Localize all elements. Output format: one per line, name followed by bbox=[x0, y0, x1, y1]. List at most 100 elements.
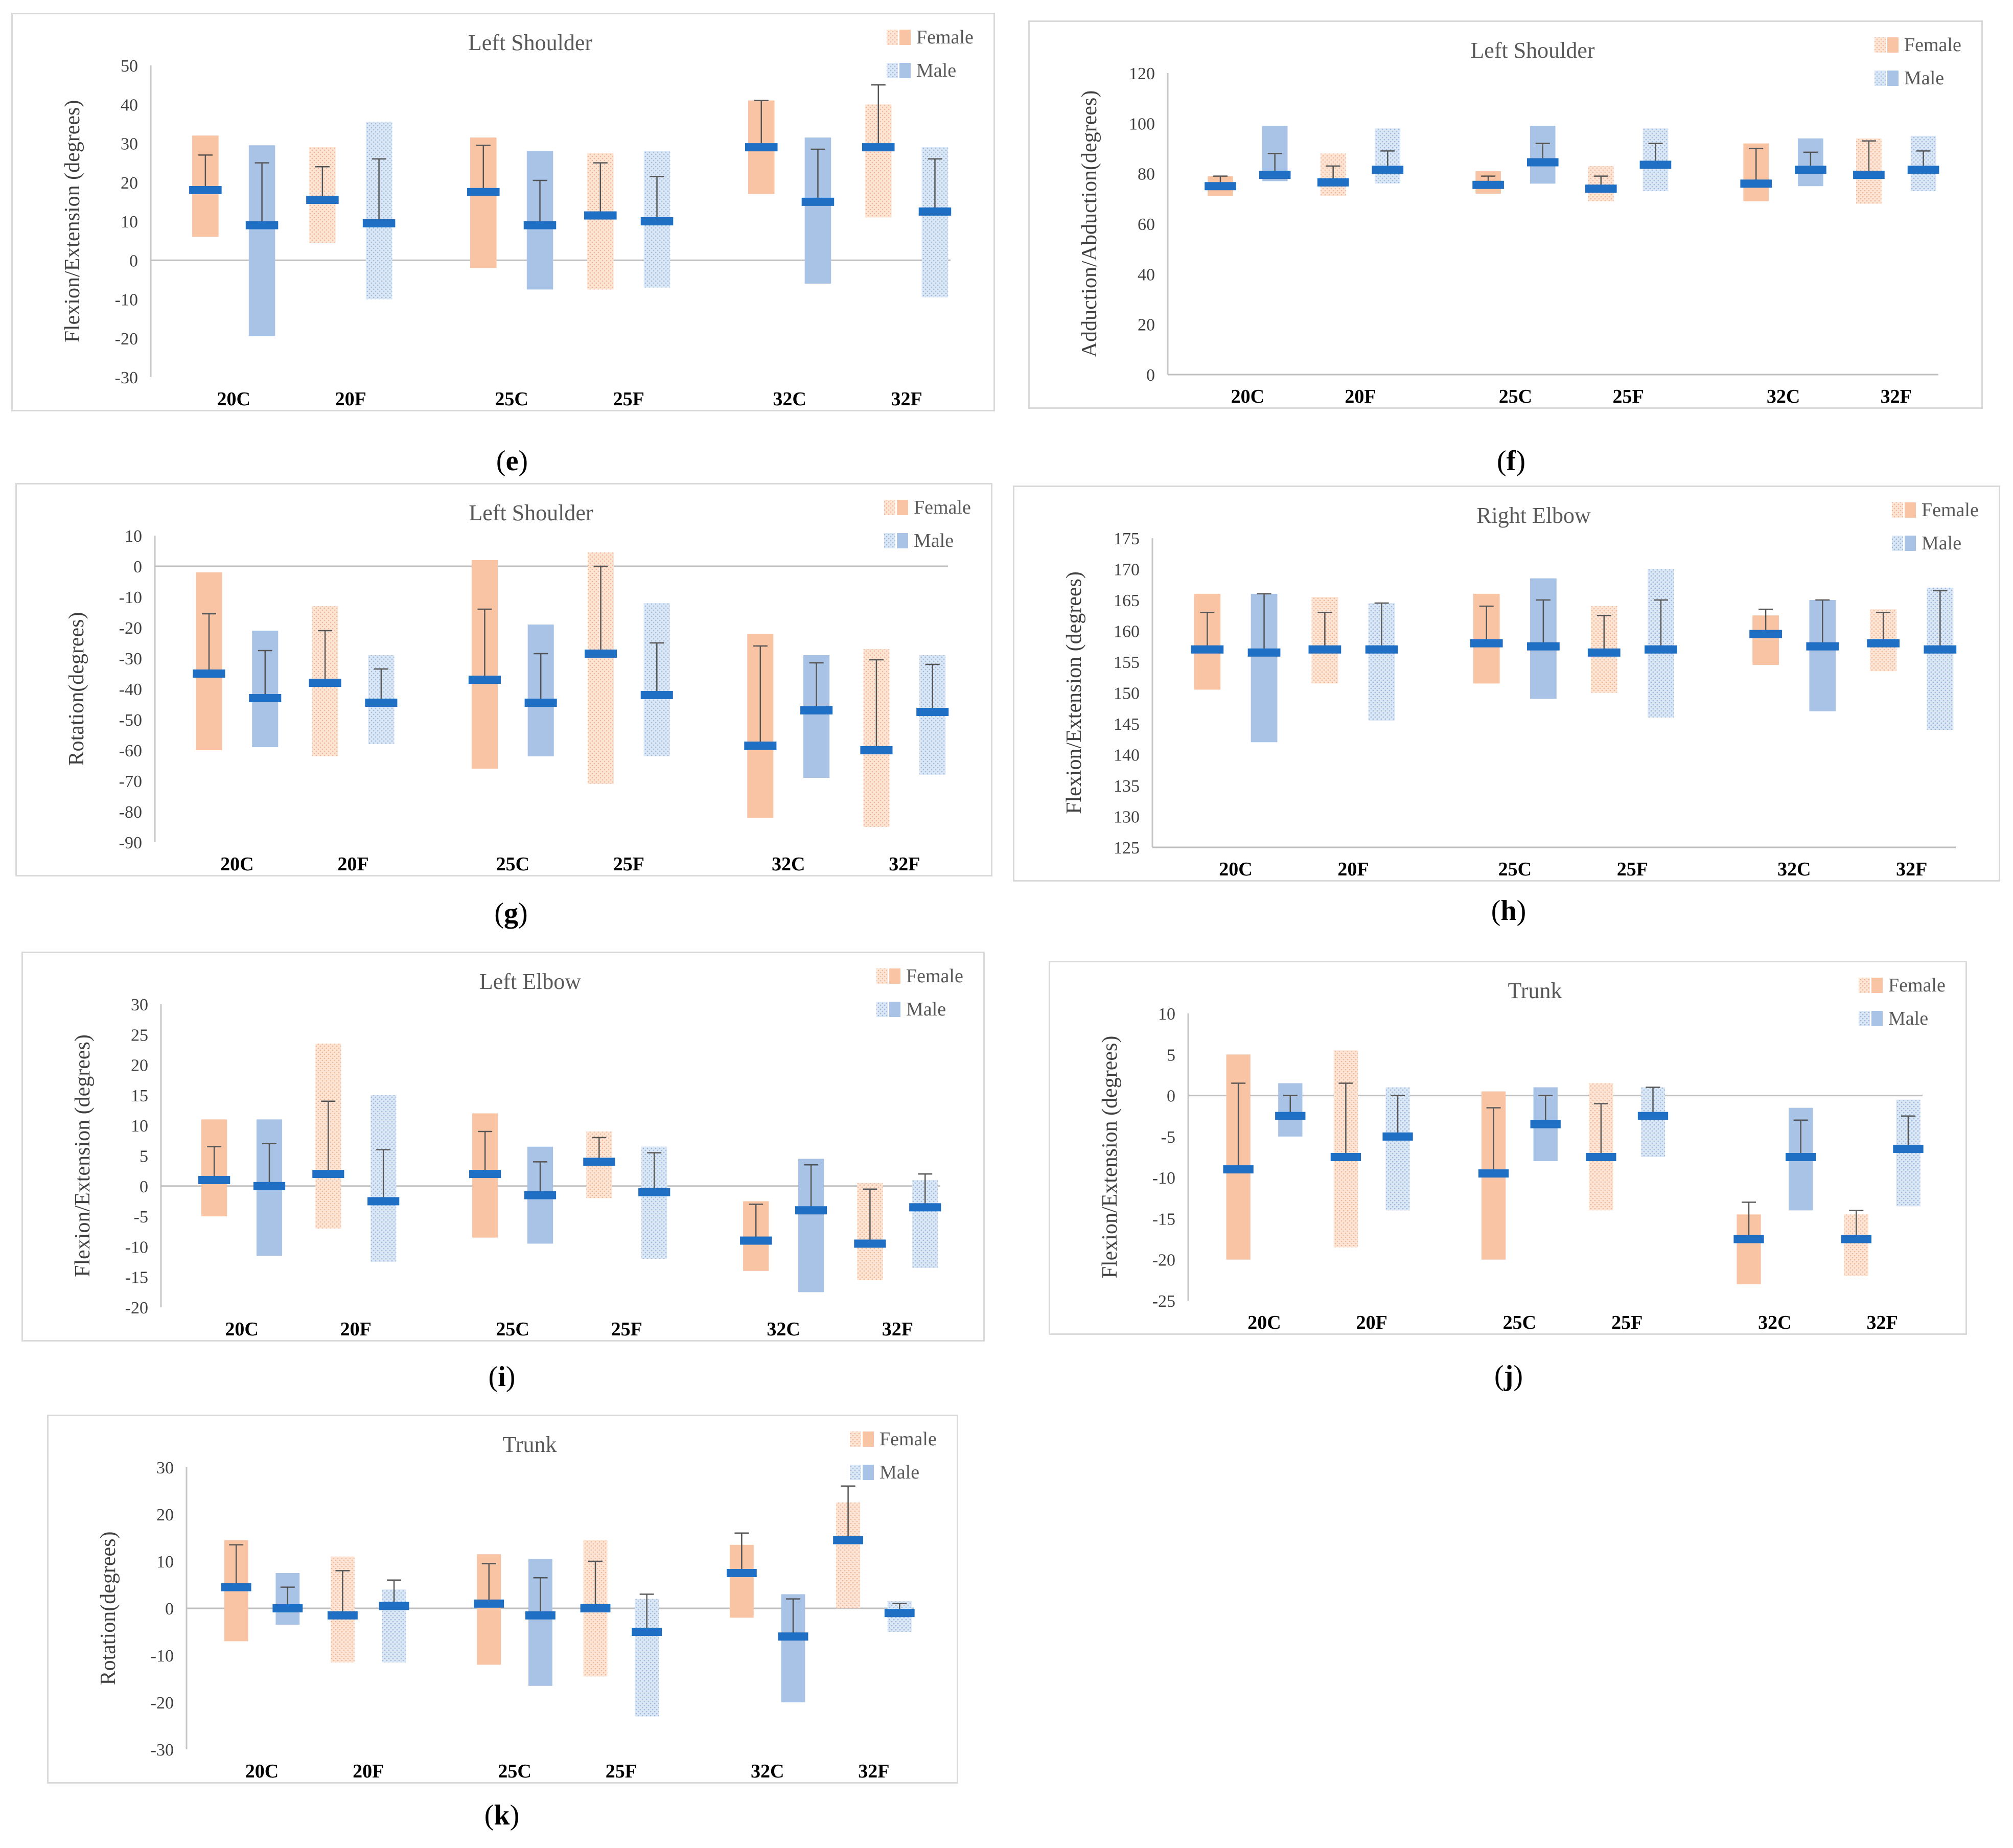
mean-marker bbox=[833, 1536, 864, 1544]
legend-swatch-female bbox=[889, 968, 900, 984]
mean-marker bbox=[1530, 1120, 1561, 1128]
mean-marker bbox=[468, 676, 501, 684]
chart-svg: Left Shoulder Adduction/Abduction(degrees… bbox=[1078, 34, 1961, 407]
legend-swatch-male bbox=[1887, 71, 1899, 86]
panel-label-j: (j) bbox=[1494, 1360, 1523, 1392]
y-tick-label: 140 bbox=[1114, 746, 1140, 765]
y-tick-label: 0 bbox=[1146, 366, 1155, 385]
legend-swatch-female bbox=[1887, 37, 1899, 53]
mean-marker bbox=[367, 1197, 400, 1206]
y-tick-label: -20 bbox=[151, 1694, 174, 1713]
x-tick-label: 20F bbox=[1356, 1312, 1387, 1333]
legend-label-male: Male bbox=[1888, 1008, 1928, 1029]
mean-marker bbox=[469, 1170, 501, 1179]
mean-marker bbox=[253, 1182, 286, 1190]
x-tick-label: 32F bbox=[889, 853, 920, 875]
mean-marker bbox=[1527, 642, 1560, 651]
y-tick-label: 10 bbox=[121, 213, 138, 232]
x-tick-label: 32C bbox=[1758, 1312, 1791, 1333]
legend-swatch-female bbox=[899, 30, 911, 45]
y-tick-label: 30 bbox=[121, 135, 138, 154]
x-tick-label: 20C bbox=[1219, 859, 1252, 880]
mean-marker bbox=[640, 217, 674, 225]
y-tick-label: 10 bbox=[1158, 1005, 1175, 1024]
y-tick-label: 150 bbox=[1114, 684, 1140, 703]
y-tick-label: 10 bbox=[156, 1553, 174, 1572]
mean-marker bbox=[640, 691, 673, 699]
y-tick-label: 160 bbox=[1114, 622, 1140, 641]
y-tick-label: -20 bbox=[115, 330, 138, 349]
x-tick-label: 20F bbox=[340, 1319, 372, 1340]
panel-label-k: (k) bbox=[484, 1799, 520, 1831]
legend-swatch-female bbox=[1871, 978, 1883, 993]
y-tick-label: -80 bbox=[119, 803, 142, 822]
mean-marker bbox=[1317, 178, 1349, 187]
y-tick-label: 30 bbox=[156, 1459, 174, 1477]
x-tick-label: 32C bbox=[751, 1761, 784, 1782]
x-tick-label: 20F bbox=[353, 1761, 384, 1782]
y-tick-label: -40 bbox=[119, 680, 142, 699]
mean-marker bbox=[312, 1170, 344, 1179]
y-tick-label: -25 bbox=[1152, 1292, 1175, 1311]
y-tick-label: 0 bbox=[133, 558, 142, 576]
mean-marker bbox=[525, 1611, 556, 1620]
chart-title: Left Elbow bbox=[479, 969, 581, 994]
mean-marker bbox=[365, 699, 398, 707]
mean-marker bbox=[221, 1583, 251, 1591]
mean-marker bbox=[249, 694, 282, 702]
x-tick-label: 25F bbox=[611, 1319, 642, 1340]
y-tick-label: -10 bbox=[119, 588, 142, 607]
y-tick-label: 20 bbox=[1138, 316, 1155, 335]
legend-label-female: Female bbox=[1922, 499, 1979, 521]
x-tick-label: 25C bbox=[495, 388, 528, 410]
mean-marker bbox=[1733, 1235, 1764, 1243]
mean-marker bbox=[744, 742, 777, 750]
mean-marker bbox=[1806, 642, 1839, 651]
y-tick-label: -10 bbox=[115, 291, 138, 310]
y-tick-label: 20 bbox=[156, 1506, 174, 1524]
mean-marker bbox=[1645, 645, 1677, 654]
panel-label-g: (g) bbox=[494, 897, 528, 929]
mean-marker bbox=[272, 1604, 303, 1612]
legend-swatch-male bbox=[1905, 536, 1916, 551]
mean-marker bbox=[1586, 1153, 1616, 1161]
x-tick-label: 25F bbox=[1617, 859, 1648, 880]
y-tick-label: -20 bbox=[119, 619, 142, 638]
y-tick-label: 125 bbox=[1114, 839, 1140, 858]
mean-marker bbox=[580, 1604, 611, 1612]
mean-marker bbox=[638, 1188, 670, 1196]
legend-label-female: Female bbox=[916, 27, 974, 48]
x-tick-label: 32F bbox=[1881, 386, 1912, 407]
legend-label-male: Male bbox=[916, 60, 956, 81]
mean-marker bbox=[1795, 166, 1826, 174]
legend-swatch-light-female bbox=[1892, 502, 1903, 518]
x-tick-label: 32F bbox=[882, 1319, 913, 1340]
y-tick-label: 20 bbox=[121, 174, 138, 193]
legend-swatch-male bbox=[897, 533, 908, 548]
chart-svg: Right Elbow Flexion/Extension (degrees) 12… bbox=[1062, 499, 1979, 880]
y-tick-label: 50 bbox=[121, 57, 138, 76]
y-tick-label: 5 bbox=[140, 1147, 148, 1166]
y-tick-label: -15 bbox=[1152, 1210, 1175, 1229]
mean-marker bbox=[916, 708, 949, 716]
mean-marker bbox=[1478, 1169, 1509, 1178]
legend-label-male: Male bbox=[914, 530, 954, 551]
legend-swatch-light-female bbox=[884, 500, 895, 515]
y-tick-label: -15 bbox=[125, 1268, 148, 1287]
mean-marker bbox=[1526, 158, 1559, 167]
chart-title: Trunk bbox=[503, 1432, 557, 1457]
mean-marker bbox=[1247, 648, 1281, 657]
y-tick-label: -20 bbox=[125, 1299, 148, 1318]
y-tick-label: 100 bbox=[1129, 114, 1155, 133]
mean-marker bbox=[1867, 639, 1900, 648]
mean-marker bbox=[801, 197, 835, 206]
y-axis-label: Rotation(degrees) bbox=[65, 612, 88, 766]
mean-marker bbox=[1275, 1112, 1306, 1120]
legend-label-female: Female bbox=[1888, 975, 1946, 996]
y-axis-label: Flexion/Extension (degrees) bbox=[1062, 571, 1086, 814]
y-tick-label: 175 bbox=[1114, 529, 1140, 548]
x-tick-label: 32F bbox=[1867, 1312, 1898, 1333]
y-axis-label: Flexion/Extension (degrees) bbox=[61, 100, 84, 343]
mean-marker bbox=[1472, 180, 1504, 189]
mean-marker bbox=[1259, 171, 1291, 179]
